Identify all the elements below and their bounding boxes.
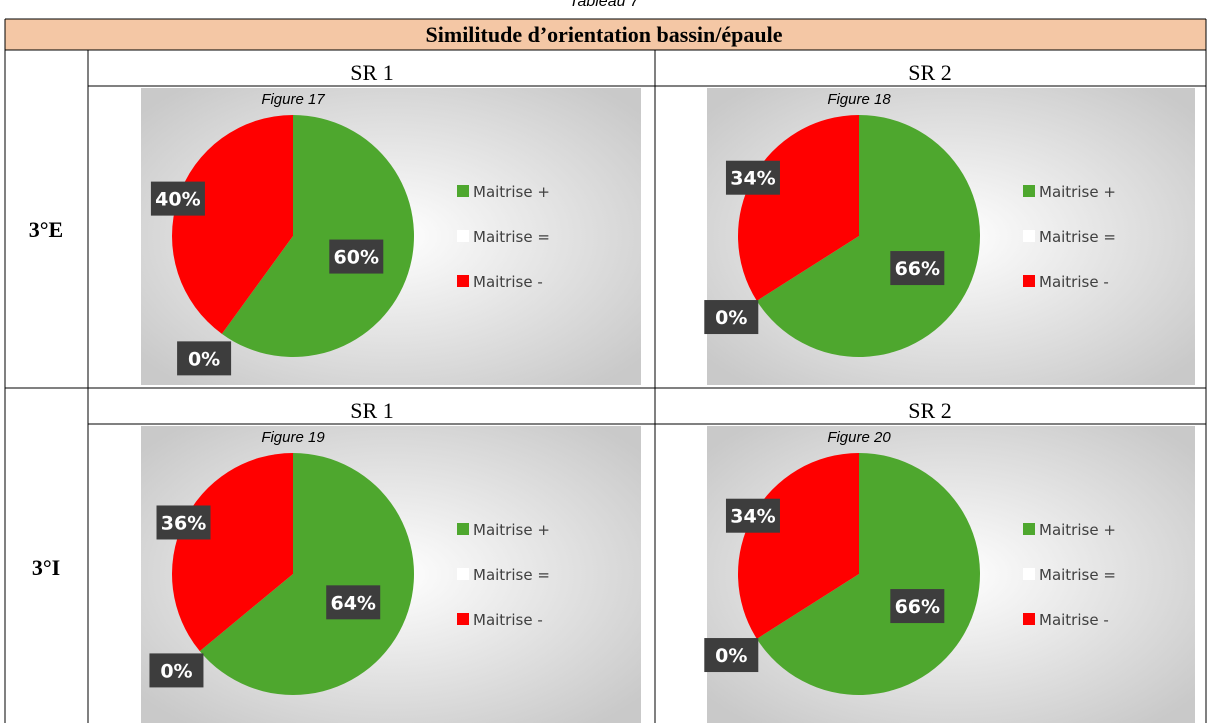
data-label-bg — [150, 181, 205, 216]
legend-label: Maitrise = — [473, 228, 550, 246]
table-lines — [4, 18, 1207, 723]
data-label-bg — [149, 653, 204, 688]
legend-label: Maitrise - — [1039, 273, 1109, 291]
chart-title: Figure 17 — [261, 91, 325, 108]
pie-slice — [199, 453, 415, 696]
data-label-bg — [725, 498, 780, 533]
legend-swatch — [1023, 568, 1035, 580]
pie-slice — [221, 115, 414, 358]
data-label-bg — [704, 638, 759, 673]
data-label: 0% — [715, 645, 747, 667]
legend-label: Maitrise = — [1039, 566, 1116, 584]
pie-slice — [172, 115, 293, 334]
legend-label: Maitrise - — [473, 273, 543, 291]
legend-label: Maitrise = — [473, 566, 550, 584]
data-label: 66% — [895, 258, 940, 280]
data-label: 34% — [730, 168, 775, 190]
data-label-bg — [725, 160, 780, 195]
legend-swatch — [457, 230, 469, 242]
legend-label: Maitrise + — [1039, 521, 1116, 539]
pie-slice — [172, 453, 293, 652]
row-label: 3°I — [32, 555, 60, 580]
data-label: 0% — [188, 348, 220, 370]
legend-swatch — [1023, 613, 1035, 625]
data-label: 64% — [330, 592, 375, 614]
chart-title: Figure 18 — [827, 91, 891, 108]
legend-swatch — [1023, 185, 1035, 197]
data-label: 34% — [730, 506, 775, 528]
legend-swatch — [457, 185, 469, 197]
data-label-bg — [177, 341, 232, 376]
legend-swatch — [457, 613, 469, 625]
header-bg — [5, 19, 1206, 50]
chart-title: Figure 19 — [261, 429, 325, 446]
legend-swatch — [1023, 230, 1035, 242]
data-label: 0% — [160, 660, 192, 682]
column-header: SR 2 — [908, 60, 951, 85]
chart-title: Figure 20 — [827, 429, 891, 446]
data-label-bg — [704, 300, 759, 335]
legend-label: Maitrise = — [1039, 228, 1116, 246]
column-header: SR 2 — [908, 398, 951, 423]
pie-slice — [756, 453, 980, 696]
data-label-bg — [890, 251, 945, 286]
data-label-bg — [326, 585, 381, 620]
legend-swatch — [457, 523, 469, 535]
legend-label: Maitrise + — [1039, 183, 1116, 201]
column-header: SR 1 — [350, 398, 393, 423]
legend-swatch — [457, 568, 469, 580]
legend-label: Maitrise + — [473, 521, 550, 539]
legend-swatch — [457, 275, 469, 287]
data-label: 40% — [155, 189, 200, 211]
caption: Tableau 7 — [569, 0, 640, 10]
data-label-bg — [890, 589, 945, 624]
legend-label: Maitrise - — [473, 611, 543, 629]
data-label: 60% — [334, 247, 379, 269]
legend-label: Maitrise + — [473, 183, 550, 201]
data-label: 66% — [895, 596, 940, 618]
table-title: Similitude d’orientation bassin/épaule — [426, 22, 783, 47]
data-label-bg — [329, 239, 384, 274]
legend-label: Maitrise - — [1039, 611, 1109, 629]
data-label-bg — [156, 505, 211, 540]
legend-swatch — [1023, 523, 1035, 535]
pie-slice — [756, 115, 980, 357]
row-label: 3°E — [29, 217, 63, 242]
data-label: 0% — [715, 307, 747, 329]
column-header: SR 1 — [350, 60, 393, 85]
data-label: 36% — [161, 512, 206, 534]
legend-swatch — [1023, 275, 1035, 287]
